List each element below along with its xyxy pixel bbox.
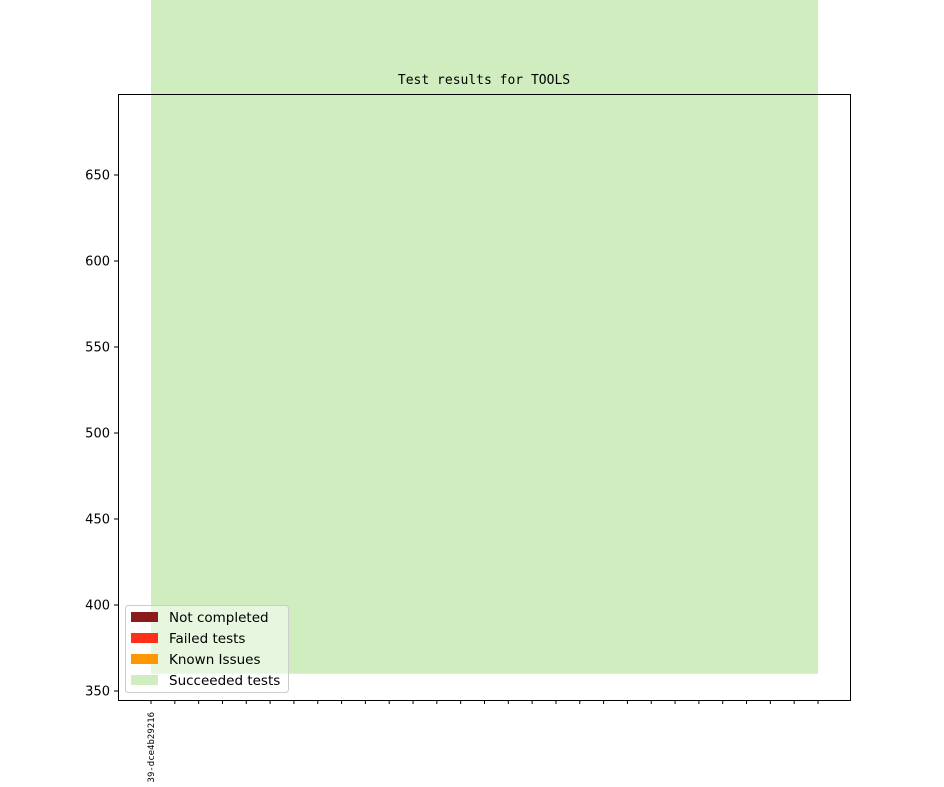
y-tick-label: 600 [85,255,110,270]
legend-label-known-issues: Known Issues [169,652,261,668]
legend-swatch-not-completed [131,612,158,622]
plot-frame [118,94,851,701]
legend-label-succeeded-tests: Succeeded tests [169,673,280,689]
legend-swatch-succeeded-tests [131,675,158,685]
legend: Not completed Failed tests Known Issues Suc… [125,605,289,693]
y-tick-label: 450 [85,513,110,528]
legend-box [125,605,289,693]
y-tick-label: 400 [85,599,110,614]
legend-label-not-completed: Not completed [169,610,269,626]
x-tick-label: 39-dce4b29216 [147,712,157,782]
legend-label-failed-tests: Failed tests [169,631,245,647]
areas-layer [151,0,818,674]
legend-swatch-failed-tests [131,633,158,643]
legend-swatch-known-issues [131,654,158,664]
y-tick-label: 500 [85,427,110,442]
y-tick-label: 550 [85,341,110,356]
y-tick-label: 650 [85,169,110,184]
area-succeeded-tests [151,0,818,674]
chart-title: Test results for TOOLS [397,73,571,88]
y-tick-label: 350 [85,685,110,700]
